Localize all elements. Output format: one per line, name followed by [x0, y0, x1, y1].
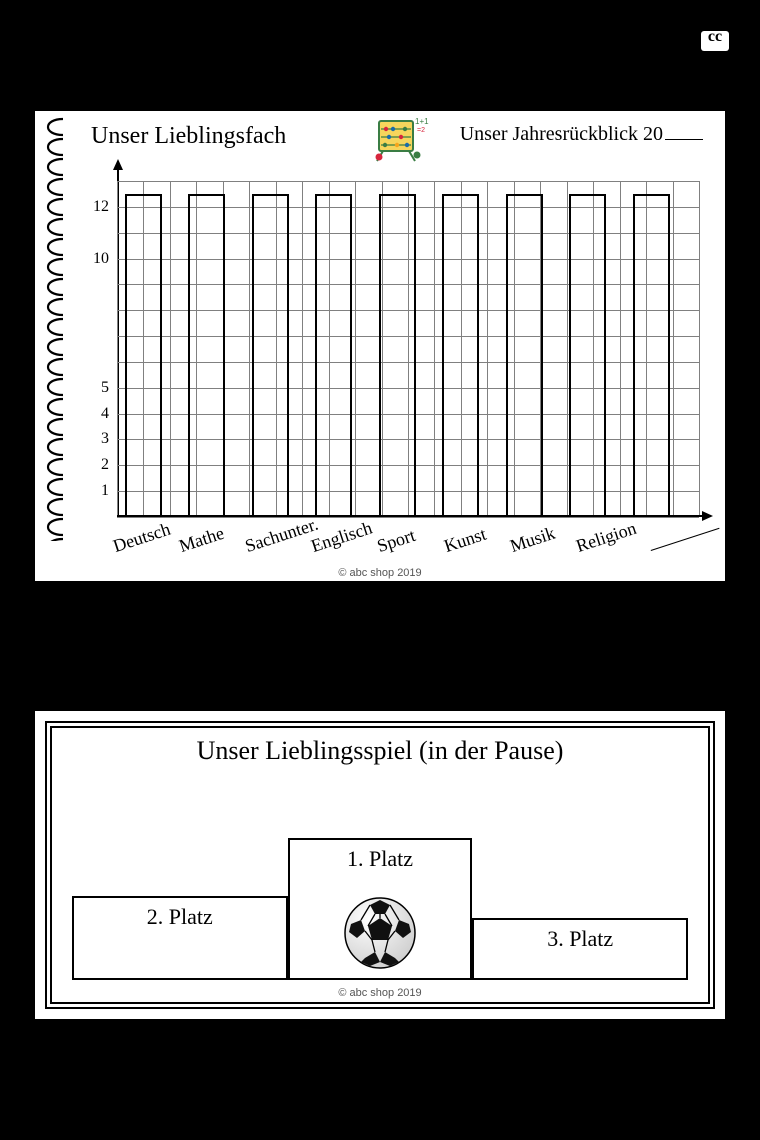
- x-tick-label: Mathe: [177, 523, 227, 557]
- y-tick-label: 10: [93, 250, 109, 268]
- bar-outline: [315, 194, 352, 517]
- podium-title: Unser Lieblingsspiel (in der Pause): [52, 728, 708, 766]
- chart-card: Unser Lieblingsfach 1+1 =2 Unser: [35, 111, 725, 581]
- bar-outline: [633, 194, 670, 517]
- y-tick-label: 1: [101, 482, 109, 500]
- x-tick-label: Sport: [375, 525, 419, 557]
- x-tick-label: Deutsch: [111, 519, 174, 557]
- chart-title: Unser Lieblingsfach: [91, 123, 286, 150]
- outer-frame: Diagramme als Jahresrückblick cc Unser L…: [8, 8, 752, 1132]
- y-tick-label: 2: [101, 456, 109, 474]
- year-prefix: Unser Jahresrückblick 20: [460, 123, 663, 145]
- chart-grid: [117, 181, 699, 517]
- x-tick-label: Sachunter.: [243, 514, 321, 557]
- podium-label: 1. Platz: [290, 846, 471, 872]
- cc-badge: cc: [701, 31, 729, 51]
- podium-step-2: 2. Platz: [72, 896, 288, 980]
- podium-inner-border: Unser Lieblingsspiel (in der Pause) 1. P…: [50, 726, 710, 1004]
- bar-outline: [569, 194, 606, 517]
- podium-stage: 1. Platz 2. Platz 3. Platz: [72, 830, 688, 980]
- y-tick-label: 3: [101, 430, 109, 448]
- y-tick-label: 4: [101, 405, 109, 423]
- year-label: Unser Jahresrückblick 20: [460, 123, 703, 146]
- bar-outline: [188, 194, 225, 517]
- podium-outer-border: Unser Lieblingsspiel (in der Pause) 1. P…: [45, 721, 715, 1009]
- svg-text:=2: =2: [417, 127, 425, 134]
- chart-area: 123451012: [87, 167, 703, 517]
- x-tick-label: Religion: [573, 518, 638, 557]
- y-tick-label: 12: [93, 198, 109, 216]
- bar-outline: [125, 194, 162, 517]
- year-blank-line: [665, 139, 703, 140]
- podium-label: 2. Platz: [74, 904, 286, 930]
- bar-outline: [252, 194, 289, 517]
- abacus-icon: 1+1 =2: [371, 115, 429, 163]
- bar-outline: [379, 194, 416, 517]
- x-tick-label: Kunst: [441, 524, 488, 557]
- chart-header: Unser Lieblingsfach 1+1 =2 Unser: [91, 119, 705, 163]
- svg-text:1+1: 1+1: [415, 117, 429, 126]
- bar-outline: [506, 194, 543, 517]
- soccer-ball-icon: [343, 896, 417, 970]
- copyright-text: © abc shop 2019: [35, 567, 725, 579]
- x-axis: [117, 515, 711, 517]
- copyright-text: © abc shop 2019: [52, 987, 708, 999]
- x-tick-label: Musik: [507, 523, 557, 557]
- y-axis-labels: 123451012: [87, 181, 113, 517]
- page-title: Diagramme als Jahresrückblick: [11, 11, 749, 75]
- podium-label: 3. Platz: [474, 926, 686, 952]
- bar-outline: [442, 194, 479, 517]
- x-blank-line: [651, 528, 720, 551]
- x-axis-labels: DeutschMatheSachunter.EnglischSportKunst…: [117, 519, 699, 557]
- podium-step-1: 1. Platz: [288, 838, 473, 980]
- podium-step-3: 3. Platz: [472, 918, 688, 980]
- podium-card: Unser Lieblingsspiel (in der Pause) 1. P…: [35, 711, 725, 1019]
- x-tick-label: Englisch: [309, 518, 375, 557]
- y-tick-label: 5: [101, 379, 109, 397]
- spiral-binding-icon: [39, 117, 65, 541]
